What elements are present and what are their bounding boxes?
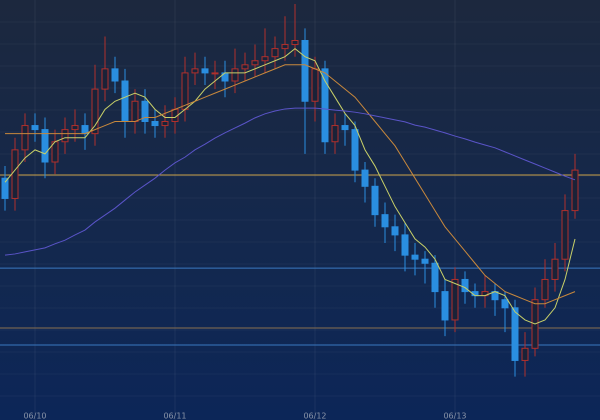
candle-body [261, 56, 269, 62]
candle-body [271, 48, 279, 58]
x-tick-label: 06/13 [443, 412, 466, 420]
candle-body [41, 129, 49, 163]
candle-body [461, 278, 469, 293]
x-tick-label: 06/11 [163, 412, 186, 420]
candle-body [571, 169, 579, 212]
candle-body [11, 149, 19, 199]
moving-average-line [5, 64, 576, 305]
candle-body [451, 278, 459, 321]
candle-body [91, 88, 99, 135]
candle-body [181, 72, 189, 110]
candle-body [311, 68, 319, 102]
candle-body [201, 68, 209, 74]
candle-body [281, 44, 289, 50]
candle-body [71, 125, 79, 131]
candle-body [31, 125, 39, 131]
candle-body [381, 214, 389, 228]
candle-body [341, 125, 349, 131]
candle-body [211, 72, 219, 75]
candle-body [511, 307, 519, 361]
candle-body [361, 169, 369, 187]
candle-body [21, 125, 29, 151]
candle-body [141, 100, 149, 122]
candle-body [521, 347, 529, 361]
candle-body [421, 258, 429, 264]
candle-body [351, 129, 359, 171]
candle-body [411, 254, 419, 260]
candle-body [391, 226, 399, 236]
candle-body [191, 68, 199, 74]
candle-body [561, 210, 569, 260]
candle-body [431, 262, 439, 293]
x-tick-label: 06/10 [23, 412, 46, 420]
candle-body [161, 121, 169, 127]
candle-body [551, 258, 559, 280]
candle-body [61, 129, 69, 143]
candle-body [1, 177, 9, 199]
candle-body [251, 60, 259, 66]
candle-body [241, 64, 249, 70]
candle-body [401, 234, 409, 256]
candle-body [441, 291, 449, 321]
candle-body [231, 68, 239, 82]
candle-body [291, 40, 299, 46]
candle-body [151, 121, 159, 127]
moving-average-line [4, 107, 576, 256]
candle-body [301, 40, 309, 102]
candle-body [321, 68, 329, 143]
x-tick-label: 06/12 [303, 412, 326, 420]
candle-body [331, 125, 339, 143]
candle-body [121, 80, 129, 122]
candle-body [371, 185, 379, 216]
candle-body [541, 278, 549, 301]
candle-body [111, 68, 119, 82]
candle-body [131, 100, 139, 122]
moving-average-line [4, 47, 576, 325]
candle-body [501, 299, 509, 309]
candle-body [101, 68, 109, 90]
